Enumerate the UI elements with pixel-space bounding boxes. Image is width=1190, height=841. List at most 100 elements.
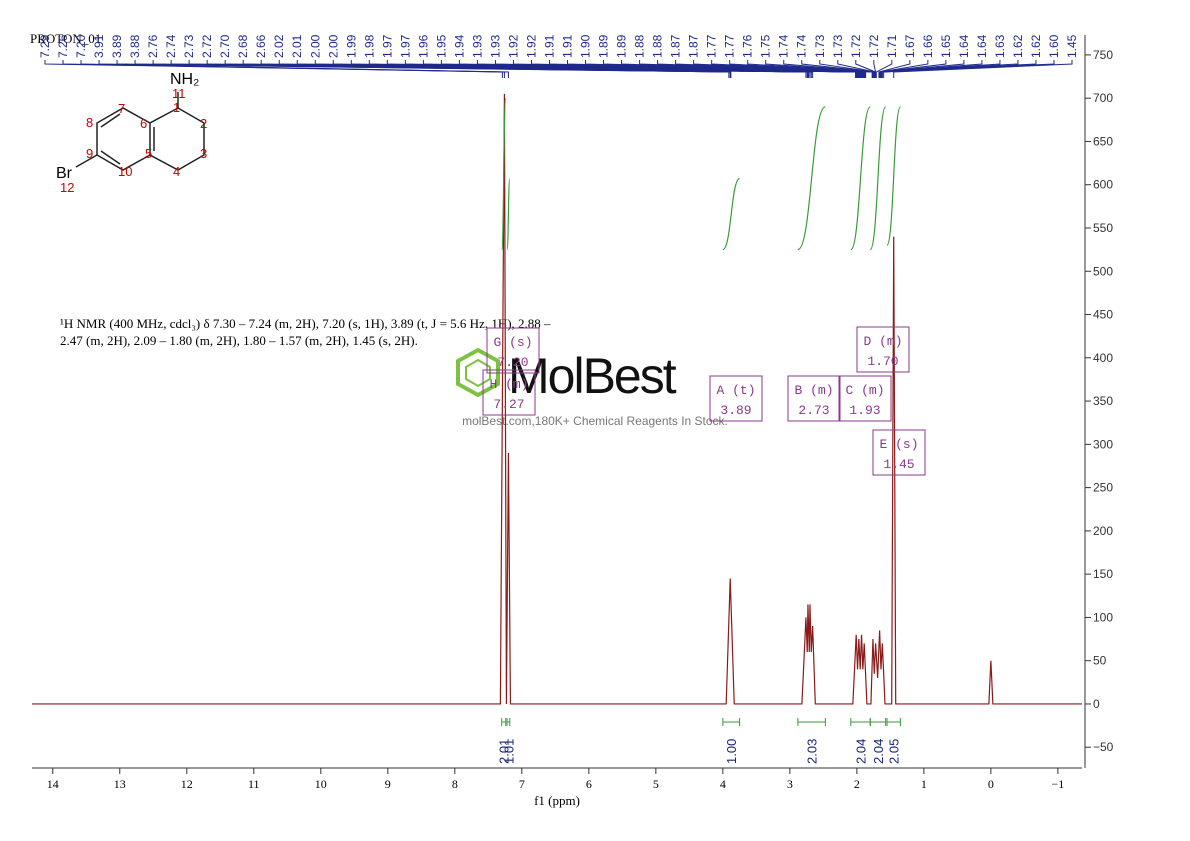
y-tick-label: 550: [1093, 221, 1113, 235]
y-tick-label: 150: [1093, 567, 1113, 581]
peak-label: 2.66: [254, 34, 268, 58]
x-tick-label: 5: [653, 777, 659, 791]
peak-label: 3.89: [110, 34, 124, 58]
x-tick-label: 3: [787, 777, 793, 791]
atom-number: 9: [86, 146, 93, 161]
peak-label: 1.75: [759, 34, 773, 58]
multiplet-name: G (s): [493, 335, 532, 350]
integral-label: 2.04: [871, 739, 886, 764]
peak-label: 1.93: [488, 34, 502, 58]
integral-curve: [850, 106, 871, 251]
multiplet-name: D (m): [863, 334, 902, 349]
multiplet-shift: 3.89: [720, 403, 751, 418]
multiplet-name: B (m): [794, 383, 833, 398]
y-tick-label: 0: [1093, 697, 1100, 711]
molecule: [75, 92, 205, 171]
multiplet-shift: 2.73: [798, 403, 829, 418]
description: ¹H NMR (400 MHz, cdcl₃) δ 7.30 – 7.24 (m…: [60, 316, 551, 331]
x-tick-label: 9: [385, 777, 391, 791]
peak-connector: [801, 60, 875, 78]
peak-label: 1.91: [561, 34, 575, 58]
peak-label: 7.29: [38, 34, 52, 58]
peak-label: 1.87: [669, 34, 683, 58]
x-tick-label: 0: [988, 777, 994, 791]
integral-curve: [506, 178, 511, 251]
integral-bracket: [797, 718, 826, 726]
x-tick-label: 4: [720, 777, 726, 791]
integral-bracket: [506, 718, 511, 726]
peak-label: 1.62: [1011, 34, 1025, 58]
integral-label: 2.03: [805, 739, 820, 764]
peak-label: 1.45: [1065, 34, 1079, 58]
y-tick-label: 350: [1093, 394, 1113, 408]
x-tick-label: 6: [586, 777, 592, 791]
peak-label: 1.87: [687, 34, 701, 58]
peak-label: 2.76: [146, 34, 160, 58]
x-tick-label: 11: [248, 777, 260, 791]
integral-label: 1.01: [501, 739, 516, 764]
peak-connector: [80, 60, 509, 78]
peak-label: 2.73: [182, 34, 196, 58]
multiplet-shift: 7.20: [497, 355, 528, 370]
atom-number: 8: [86, 115, 93, 130]
integral-curve: [797, 106, 826, 251]
peak-label: 7.20: [74, 34, 88, 58]
peak-connector: [879, 60, 929, 78]
x-tick-label: 7: [519, 777, 525, 791]
peak-label: 1.60: [1047, 34, 1061, 58]
peak-label: 1.98: [362, 34, 376, 58]
peak-label: 1.91: [542, 34, 556, 58]
multiplet-shift: 1.45: [883, 457, 914, 472]
multiplet-box: [482, 369, 536, 416]
multiplet-shift: 1.93: [849, 403, 880, 418]
integral-bracket: [850, 718, 871, 726]
peak-label: 1.92: [524, 34, 538, 58]
peak-label: 1.92: [506, 34, 520, 58]
peak-label: 1.89: [597, 34, 611, 58]
atom-number: 1: [173, 100, 180, 115]
atom-number: 2: [200, 116, 207, 131]
x-tick-label: 1: [921, 777, 927, 791]
peak-label: 7.26: [56, 34, 70, 58]
atom-number: 10: [118, 164, 132, 179]
peak-label: 1.97: [398, 34, 412, 58]
peak-connector: [893, 60, 1073, 78]
peak-label: 1.99: [344, 34, 358, 58]
multiplet-shift: 1.70: [867, 354, 898, 369]
x-axis-label: f1 (ppm): [534, 793, 580, 808]
peak-label: 1.66: [921, 34, 935, 58]
atom-number: 6: [140, 116, 147, 131]
peak-connector: [883, 60, 1055, 78]
integral-label: 2.01: [497, 739, 512, 764]
multiplet-box: [787, 375, 841, 422]
chart-title: PROTON_01: [30, 31, 101, 46]
peak-label: 1.74: [795, 34, 809, 58]
integral-curve: [501, 97, 507, 251]
peak-label: 1.76: [741, 34, 755, 58]
peak-label: 1.65: [939, 34, 953, 58]
y-tick-label: 200: [1093, 524, 1113, 538]
integral-label: 1.00: [724, 739, 739, 764]
y-tick-label: 250: [1093, 481, 1113, 495]
atom-number: 11: [172, 86, 186, 101]
y-tick-label: 500: [1093, 264, 1113, 278]
peak-label: 2.74: [164, 34, 178, 58]
peak-label: 1.72: [867, 34, 881, 58]
peak-connector: [729, 60, 873, 78]
multiplet-box: [856, 326, 910, 373]
multiplet-box: [872, 429, 926, 476]
multiplet-name: E (s): [879, 437, 918, 452]
atom-number: 4: [173, 164, 180, 179]
watermark-logo: [456, 347, 500, 398]
y-tick-label: 650: [1093, 134, 1113, 148]
x-tick-label: 14: [47, 777, 59, 791]
y-tick-label: 600: [1093, 178, 1113, 192]
spectrum: [32, 93, 1082, 705]
integral-curve: [869, 106, 887, 251]
description: 2.47 (m, 2H), 2.09 – 1.80 (m, 2H), 1.80 …: [60, 333, 418, 348]
peak-label: 1.62: [1029, 34, 1043, 58]
peak-connector: [880, 60, 983, 78]
peak-label: 2.00: [326, 34, 340, 58]
integral-curve: [722, 178, 741, 251]
